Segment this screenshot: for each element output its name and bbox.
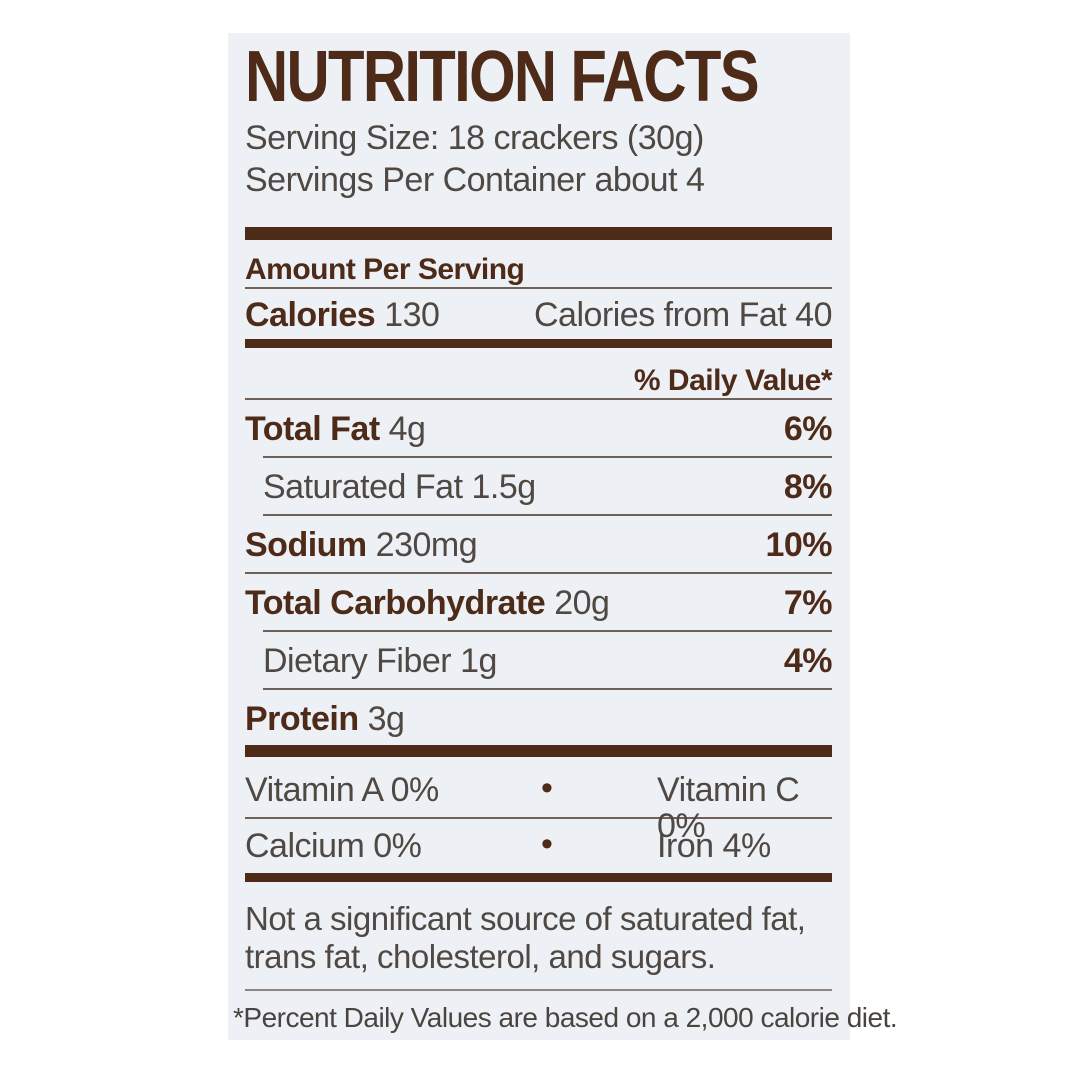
nutrient-name: Protein bbox=[245, 700, 359, 738]
nutrient-row-total-carbohydrate: Total Carbohydrate 20g 7% bbox=[245, 574, 833, 630]
daily-value-header: % Daily Value* bbox=[633, 364, 833, 397]
nutrient-name: Total Carbohydrate bbox=[245, 584, 546, 622]
nutrient-amount: 230mg bbox=[375, 526, 478, 564]
thin-divider bbox=[245, 572, 832, 574]
nutrient-name: Dietary Fiber bbox=[263, 642, 452, 680]
nutrient-dv: 4% bbox=[783, 642, 833, 680]
calories-row: Calories 130 Calories from Fat 40 bbox=[245, 289, 833, 339]
vitamin-c-text: Vitamin C 0% bbox=[657, 771, 800, 845]
nutrient-row-protein: Protein 3g bbox=[245, 690, 832, 745]
nutrient-amount: 1.5g bbox=[471, 468, 537, 506]
thin-divider bbox=[245, 398, 832, 400]
nutrient-name-cell: Sodium 230mg bbox=[245, 526, 478, 564]
thin-divider-indented bbox=[263, 514, 832, 516]
nutrient-name: Sodium bbox=[245, 526, 367, 564]
bullet-icon: • bbox=[541, 769, 553, 807]
not-significant-line-1: Not a significant source of saturated fa… bbox=[245, 900, 806, 937]
vitamin-row-2: Calcium 0% • Iron 4% bbox=[245, 819, 832, 873]
nutrient-name: Total Fat bbox=[245, 410, 380, 448]
calories-from-fat: Calories from Fat 40 bbox=[534, 296, 833, 334]
vitamin-row-1: Vitamin A 0% • Vitamin C 0% bbox=[245, 757, 832, 844]
nutrient-row-sodium: Sodium 230mg 10% bbox=[245, 516, 832, 572]
not-significant-note: Not a significant source of saturated fa… bbox=[245, 900, 832, 976]
calories-label: Calories bbox=[245, 296, 376, 334]
thin-divider-indented bbox=[263, 688, 832, 690]
thick-divider-calories bbox=[245, 339, 832, 348]
calcium-text: Calcium 0% bbox=[245, 827, 422, 865]
not-significant-line-2: trans fat, cholesterol, and sugars. bbox=[245, 938, 716, 975]
thin-divider-indented bbox=[263, 456, 832, 458]
nutrient-amount: 3g bbox=[367, 700, 405, 738]
calories-cell: Calories 130 bbox=[245, 296, 440, 334]
thick-divider-top bbox=[245, 227, 832, 240]
nutrient-amount: 1g bbox=[460, 642, 497, 680]
nutrient-row-total-fat: Total Fat 4g 6% bbox=[245, 400, 833, 456]
footnote-divider bbox=[245, 989, 832, 991]
nutrient-name-cell: Total Fat 4g bbox=[245, 410, 426, 448]
nutrient-name-cell: Dietary Fiber 1g bbox=[263, 643, 497, 679]
thick-divider-vitamins-top bbox=[245, 745, 832, 757]
nutrient-amount: 4g bbox=[388, 410, 426, 448]
nutrient-dv: 6% bbox=[783, 410, 833, 448]
calories-value: 130 bbox=[384, 296, 440, 334]
nutrient-dv: 7% bbox=[783, 584, 833, 622]
amount-per-serving-heading: Amount Per Serving bbox=[245, 253, 525, 286]
thin-divider bbox=[245, 287, 832, 289]
nutrient-name-cell: Total Carbohydrate 20g bbox=[245, 584, 610, 622]
iron-text: Iron 4% bbox=[657, 827, 771, 865]
thin-divider-indented bbox=[263, 630, 832, 632]
vitamin-a-text: Vitamin A 0% bbox=[245, 771, 439, 809]
nutrient-name-cell: Saturated Fat 1.5g bbox=[263, 469, 536, 505]
serving-size-text: Serving Size: 18 crackers (30g) bbox=[245, 119, 704, 157]
nutrient-row-dietary-fiber: Dietary Fiber 1g 4% bbox=[245, 632, 833, 688]
nutrient-amount: 20g bbox=[554, 584, 610, 622]
thin-divider bbox=[245, 817, 832, 819]
bullet-icon: • bbox=[541, 825, 553, 863]
thick-divider-vitamins-bottom bbox=[245, 873, 832, 882]
nutrient-dv: 10% bbox=[765, 526, 832, 564]
nutrient-dv: 8% bbox=[783, 468, 833, 506]
nutrient-row-saturated-fat: Saturated Fat 1.5g 8% bbox=[245, 458, 833, 514]
nutrient-name: Saturated Fat bbox=[263, 468, 463, 506]
label-title: NUTRITION FACTS bbox=[245, 37, 760, 117]
nutrient-name-cell: Protein 3g bbox=[245, 700, 405, 738]
daily-values-footnote: *Percent Daily Values are based on a 2,0… bbox=[233, 1002, 898, 1033]
nutrition-facts-label: NUTRITION FACTS Serving Size: 18 cracker… bbox=[228, 33, 898, 1040]
servings-per-container-text: Servings Per Container about 4 bbox=[245, 161, 705, 199]
